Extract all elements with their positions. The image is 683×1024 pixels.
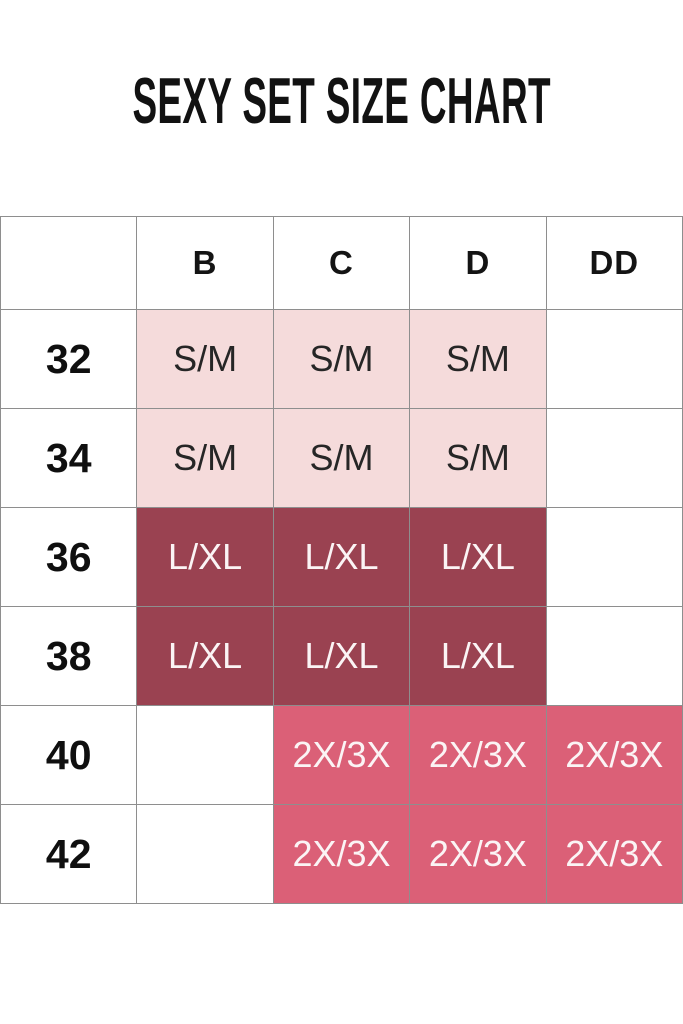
size-cell-40-c: 2X/3X: [272, 705, 411, 805]
table-header: B C D DD: [0, 216, 683, 310]
table-row-42: 42 2X/3X 2X/3X 2X/3X: [0, 804, 683, 904]
size-cell-34-dd: [545, 408, 683, 508]
column-header-dd: DD: [545, 216, 683, 310]
size-cell-36-c: L/XL: [272, 507, 411, 607]
size-cell-40-d: 2X/3X: [409, 705, 547, 805]
column-header-c: C: [272, 216, 411, 310]
size-cell-34-c: S/M: [272, 408, 411, 508]
table-row-36: 36 L/XL L/XL L/XL: [0, 507, 683, 607]
size-cell-38-d: L/XL: [409, 606, 547, 706]
size-cell-42-b: [136, 804, 274, 904]
size-cell-38-dd: [545, 606, 683, 706]
table-row-40: 40 2X/3X 2X/3X 2X/3X: [0, 705, 683, 805]
column-header-d: D: [409, 216, 547, 310]
size-cell-42-dd: 2X/3X: [545, 804, 683, 904]
size-cell-32-b: S/M: [136, 309, 274, 409]
size-cell-36-b: L/XL: [136, 507, 274, 607]
chart-title-text: SEXY SET SIZE CHART: [132, 66, 551, 138]
size-cell-42-d: 2X/3X: [409, 804, 547, 904]
size-cell-36-d: L/XL: [409, 507, 547, 607]
size-cell-34-b: S/M: [136, 408, 274, 508]
table-body: 32 S/M S/M S/M 34 S/M S/M S/M 36 L/XL L/XL L/XL 38 L/…: [0, 309, 683, 904]
size-cell-38-b: L/XL: [136, 606, 274, 706]
column-header-b: B: [136, 216, 274, 310]
size-cell-32-c: S/M: [272, 309, 411, 409]
row-label-40: 40: [0, 705, 138, 805]
table-row-34: 34 S/M S/M S/M: [0, 408, 683, 508]
table-row-32: 32 S/M S/M S/M: [0, 309, 683, 409]
size-chart-table: B C D DD 32 S/M S/M S/M 34 S/M S/M S/M 36 L/XL L/XL L/…: [0, 216, 683, 904]
size-cell-36-dd: [545, 507, 683, 607]
size-cell-32-d: S/M: [409, 309, 547, 409]
size-cell-40-b: [136, 705, 274, 805]
size-cell-42-c: 2X/3X: [272, 804, 411, 904]
size-cell-34-d: S/M: [409, 408, 547, 508]
chart-title: SEXY SET SIZE CHART: [0, 64, 683, 140]
header-row: B C D DD: [0, 216, 683, 310]
table-row-38: 38 L/XL L/XL L/XL: [0, 606, 683, 706]
size-cell-40-dd: 2X/3X: [545, 705, 683, 805]
size-cell-32-dd: [545, 309, 683, 409]
row-label-42: 42: [0, 804, 138, 904]
row-label-32: 32: [0, 309, 138, 409]
size-cell-38-c: L/XL: [272, 606, 411, 706]
row-label-38: 38: [0, 606, 138, 706]
row-label-36: 36: [0, 507, 138, 607]
row-label-34: 34: [0, 408, 138, 508]
corner-header-cell: [0, 216, 138, 310]
